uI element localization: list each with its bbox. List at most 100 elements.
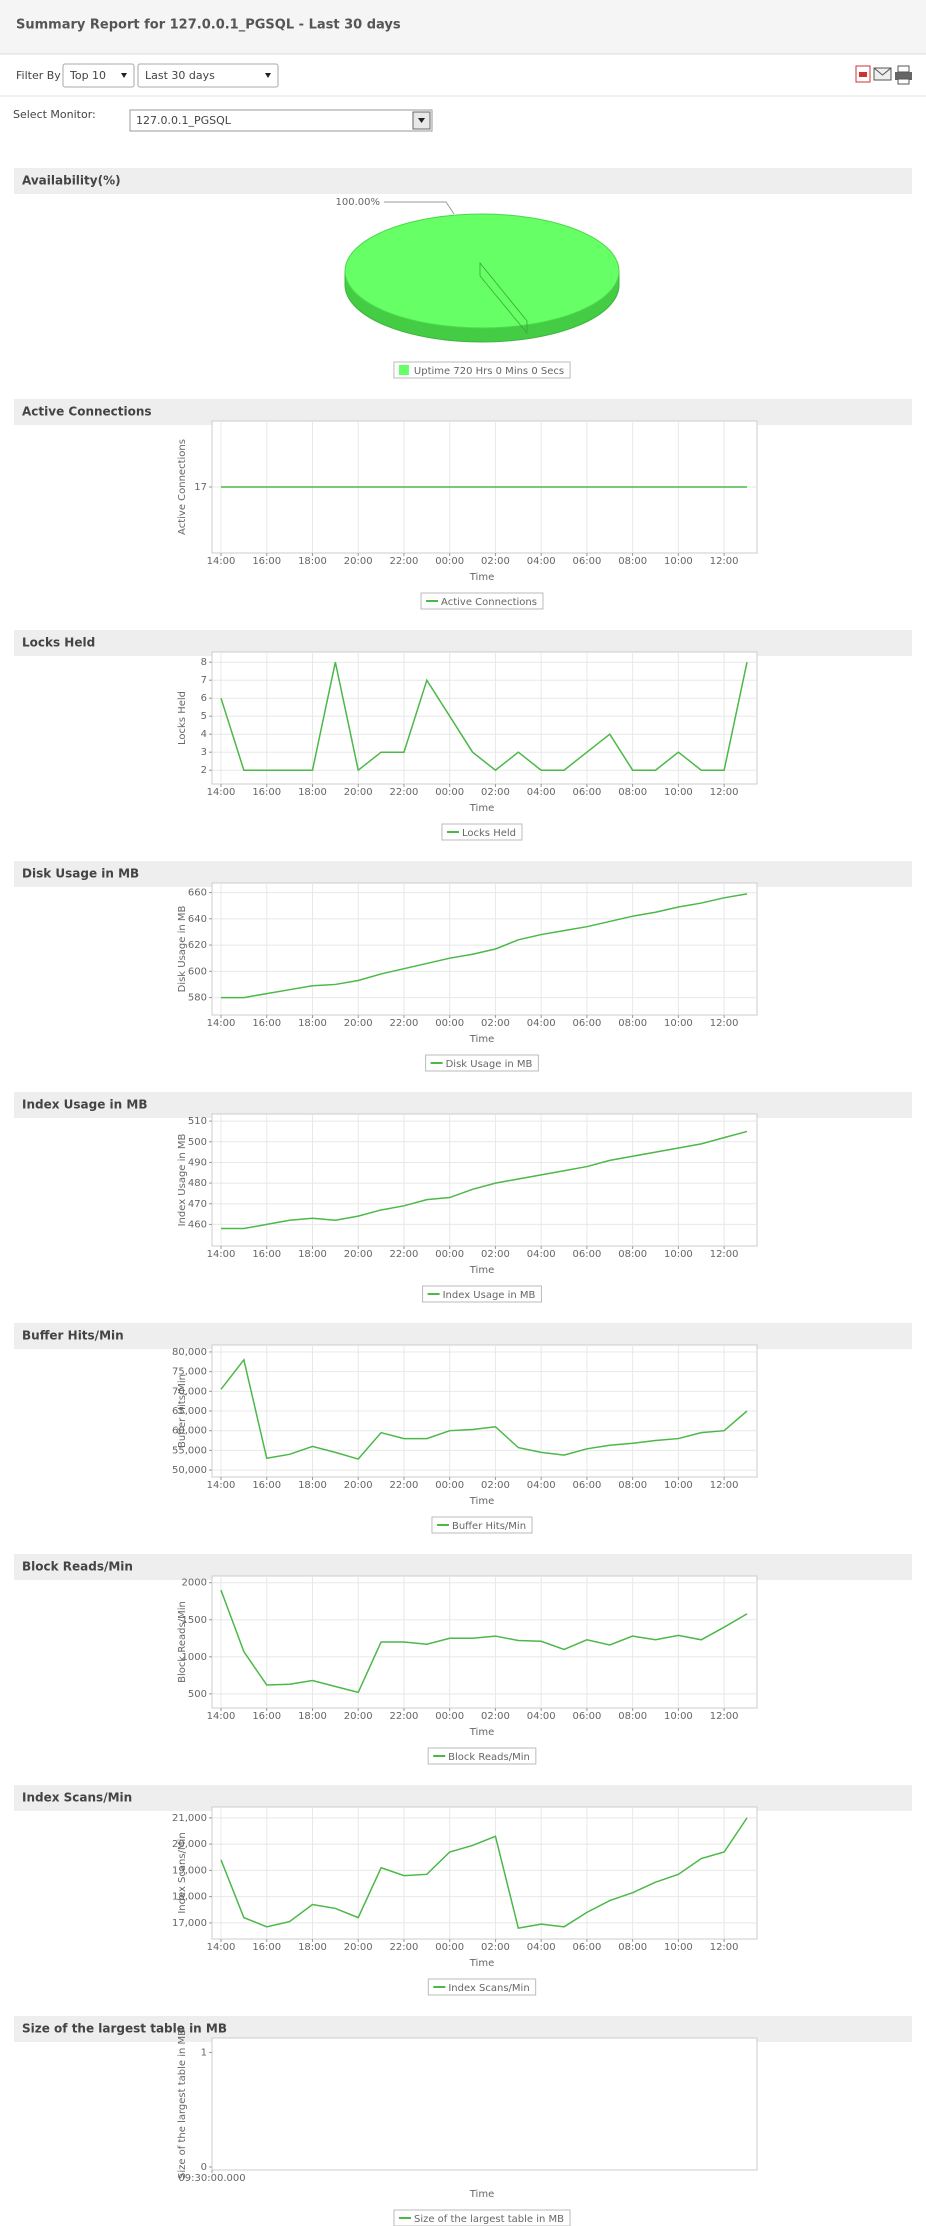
x-tick-label: 14:00 <box>207 1480 236 1491</box>
print-out[interactable] <box>897 78 910 85</box>
x-tick-label: 10:00 <box>664 1249 693 1260</box>
y-tick-label: 18,000 <box>172 1892 207 1903</box>
x-tick-label: 20:00 <box>344 787 373 798</box>
x-tick-label: 12:00 <box>710 1942 739 1953</box>
x-tick-label: 22:00 <box>390 1249 419 1260</box>
plot-frame <box>211 1575 758 1709</box>
x-tick-label: 04:00 <box>527 1942 556 1953</box>
x-tick-label: 06:00 <box>572 1249 601 1260</box>
legend-label: Index Usage in MB <box>443 1290 536 1301</box>
x-tick-label: 06:00 <box>572 1018 601 1029</box>
legend-box <box>427 1978 537 1996</box>
select-value[interactable]: 127.0.0.1_PGSQL <box>136 114 232 127</box>
select-value[interactable]: Top 10 <box>69 69 106 82</box>
x-tick-label: 04:00 <box>527 1711 556 1722</box>
section-title: Block Reads/Min <box>22 1560 133 1574</box>
print-icon[interactable] <box>895 65 912 85</box>
pdf-icon[interactable] <box>855 65 871 83</box>
x-tick-label: 02:00 <box>481 556 510 567</box>
y-tick-label: 20,000 <box>172 1839 207 1850</box>
legend: Locks Held <box>441 823 523 841</box>
x-tick-label: 16:00 <box>252 556 281 567</box>
x-tick-label: 02:00 <box>481 787 510 798</box>
x-tick-label: 22:00 <box>390 556 419 567</box>
x-tick-label: 06:00 <box>572 1480 601 1491</box>
section-title: Availability(%) <box>22 174 121 188</box>
legend-label: Disk Usage in MB <box>446 1059 533 1070</box>
x-tick-label: 18:00 <box>298 1249 327 1260</box>
x-tick-label: 16:00 <box>252 1018 281 1029</box>
x-tick-label: 08:00 <box>618 787 647 798</box>
legend-box <box>393 2209 571 2226</box>
y-tick-label: 620 <box>188 940 207 951</box>
section-header <box>14 168 912 194</box>
x-tick-label: 00:00 <box>435 1480 464 1491</box>
x-axis-title: Time <box>469 1496 494 1507</box>
x-tick-label: 18:00 <box>298 1018 327 1029</box>
email-flap[interactable] <box>873 67 892 76</box>
email-icon[interactable] <box>873 67 892 81</box>
legend-box <box>431 1516 533 1534</box>
y-tick-label: 490 <box>188 1157 207 1168</box>
x-tick-label: 14:00 <box>207 1711 236 1722</box>
x-tick-label: 10:00 <box>664 787 693 798</box>
y-tick-label: 17,000 <box>172 1918 207 1929</box>
x-tick-label: 02:00 <box>481 1249 510 1260</box>
x-tick-label: 00:00 <box>435 1018 464 1029</box>
y-tick-label: 17 <box>194 482 207 493</box>
y-tick-label: 5 <box>201 711 207 722</box>
period-select[interactable]: Last 30 days <box>137 63 279 88</box>
x-axis-title: Time <box>469 572 494 583</box>
x-tick-label: 14:00 <box>207 1942 236 1953</box>
x-tick-label: 20:00 <box>344 1711 373 1722</box>
top-select[interactable]: Top 10 <box>62 63 135 88</box>
x-tick-label: 20:00 <box>344 1249 373 1260</box>
x-tick-label: 08:00 <box>618 1711 647 1722</box>
x-tick-label: 08:00 <box>618 1249 647 1260</box>
section-title: Locks Held <box>22 636 95 650</box>
x-tick-label: 22:00 <box>390 1480 419 1491</box>
x-tick-label: 12:00 <box>710 1249 739 1260</box>
x-tick-label: 10:00 <box>664 1480 693 1491</box>
plot-frame <box>211 2037 758 2171</box>
x-tick-label: 14:00 <box>207 1249 236 1260</box>
legend-label: Uptime 720 Hrs 0 Mins 0 Secs <box>414 366 564 377</box>
select-arrow[interactable] <box>265 73 271 78</box>
select-box[interactable] <box>137 63 279 88</box>
x-tick-label: 04:00 <box>527 1018 556 1029</box>
y-tick-label: 65,000 <box>172 1406 207 1417</box>
legend: Block Reads/Min <box>427 1747 537 1765</box>
x-tick-label: 16:00 <box>252 1249 281 1260</box>
y-tick-label: 75,000 <box>172 1367 207 1378</box>
x-axis-title: Time <box>469 1034 494 1045</box>
y-tick-label: 80,000 <box>172 1347 207 1358</box>
print-paper[interactable] <box>897 65 910 73</box>
x-tick-label: 16:00 <box>252 1711 281 1722</box>
y-axis-title: Index Scans/Min <box>177 1832 188 1913</box>
select-value[interactable]: Last 30 days <box>145 69 215 82</box>
y-tick-label: 7 <box>201 675 207 686</box>
pdf-mark[interactable] <box>859 72 867 77</box>
select-box[interactable] <box>129 109 433 132</box>
legend: Index Scans/Min <box>427 1978 537 1996</box>
data-line <box>220 662 748 772</box>
x-tick-label: 12:00 <box>710 1480 739 1491</box>
x-tick-label: 22:00 <box>390 1942 419 1953</box>
x-tick-label: 00:00 <box>435 787 464 798</box>
select-box[interactable] <box>62 63 135 88</box>
select-arrow[interactable] <box>418 118 425 123</box>
x-tick-label: 18:00 <box>298 1711 327 1722</box>
x-axis-title: Time <box>469 1727 494 1738</box>
x-tick-label: 04:00 <box>527 1249 556 1260</box>
y-tick-label: 640 <box>188 914 207 925</box>
monitor-label: Select Monitor: <box>13 108 96 121</box>
y-tick-label: 2 <box>201 765 207 776</box>
pie-label: 100.00% <box>336 197 381 208</box>
y-tick-label: 1000 <box>182 1652 207 1663</box>
plot-frame <box>211 882 758 1016</box>
print-body[interactable] <box>895 72 912 80</box>
y-tick-label: 70,000 <box>172 1386 207 1397</box>
monitor-select[interactable]: 127.0.0.1_PGSQL <box>129 109 433 132</box>
select-arrow[interactable] <box>121 73 127 78</box>
